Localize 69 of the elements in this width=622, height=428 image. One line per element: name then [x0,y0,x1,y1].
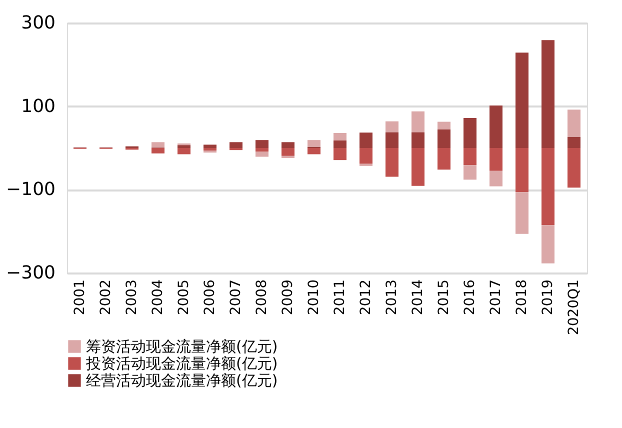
x-tick-label: 2002 [98,280,114,316]
x-tick-label: 2014 [410,279,426,316]
bar [542,148,554,226]
bar [308,148,320,154]
bar [204,144,216,148]
legend-label: 投资活动现金流量净额(亿元) [85,354,278,372]
x-tick-label: 2020Q1 [566,280,582,336]
x-tick-label: 2017 [488,280,504,316]
x-tick-label: 2011 [332,280,348,316]
bar [412,111,424,132]
bar [568,110,580,137]
bar [334,148,346,160]
x-tick-label: 2007 [228,280,244,316]
bar [516,192,528,234]
y-tick-label: −100 [6,179,56,200]
bar [256,140,268,148]
bar [386,132,398,148]
bar [490,148,502,171]
bar [334,133,346,140]
bar [282,148,294,156]
bar [516,52,528,148]
bar [412,148,424,186]
bar [360,132,372,148]
y-tick-label: −300 [6,262,56,284]
x-tick-label: 2005 [176,280,192,316]
y-tick-label: 300 [21,12,56,34]
x-tick-label: 2004 [150,279,166,316]
x-tick-label: 2006 [202,279,218,316]
bar [490,106,502,148]
bar [464,148,476,166]
x-tick-label: 2010 [306,280,322,316]
bar [152,142,164,148]
x-tick-label: 2018 [514,280,530,316]
bar [516,148,528,192]
bar [308,140,320,147]
x-tick-label: 2015 [436,280,452,316]
bar [230,142,242,148]
bar [256,148,268,152]
bar [360,148,372,164]
bar [464,118,476,148]
bar [490,170,502,186]
bar [178,148,190,154]
bar [178,145,190,148]
bar [464,165,476,180]
bar [256,152,268,157]
bar [568,136,580,148]
bar [438,148,450,170]
x-tick-label: 2001 [72,280,88,316]
bar [412,132,424,148]
legend-label: 筹资活动现金流量净额(亿元) [86,338,278,356]
bar [438,122,450,130]
x-tick-label: 2012 [358,280,374,316]
legend-label: 经营活动现金流量净额(亿元) [86,372,278,390]
y-tick-label: 100 [21,96,56,117]
x-tick-label: 2013 [384,280,400,316]
bar [542,225,554,264]
bar [152,148,164,154]
bar [542,40,554,148]
x-tick-label: 2009 [280,280,296,316]
bar [386,148,398,177]
x-tick-label: 2019 [540,280,556,316]
bar [568,148,580,188]
bar [386,121,398,132]
x-tick-label: 2003 [124,280,140,316]
bar [334,140,346,148]
x-tick-label: 2008 [254,280,270,316]
bar [282,142,294,148]
x-tick-label: 2016 [462,279,478,316]
bar [438,129,450,148]
